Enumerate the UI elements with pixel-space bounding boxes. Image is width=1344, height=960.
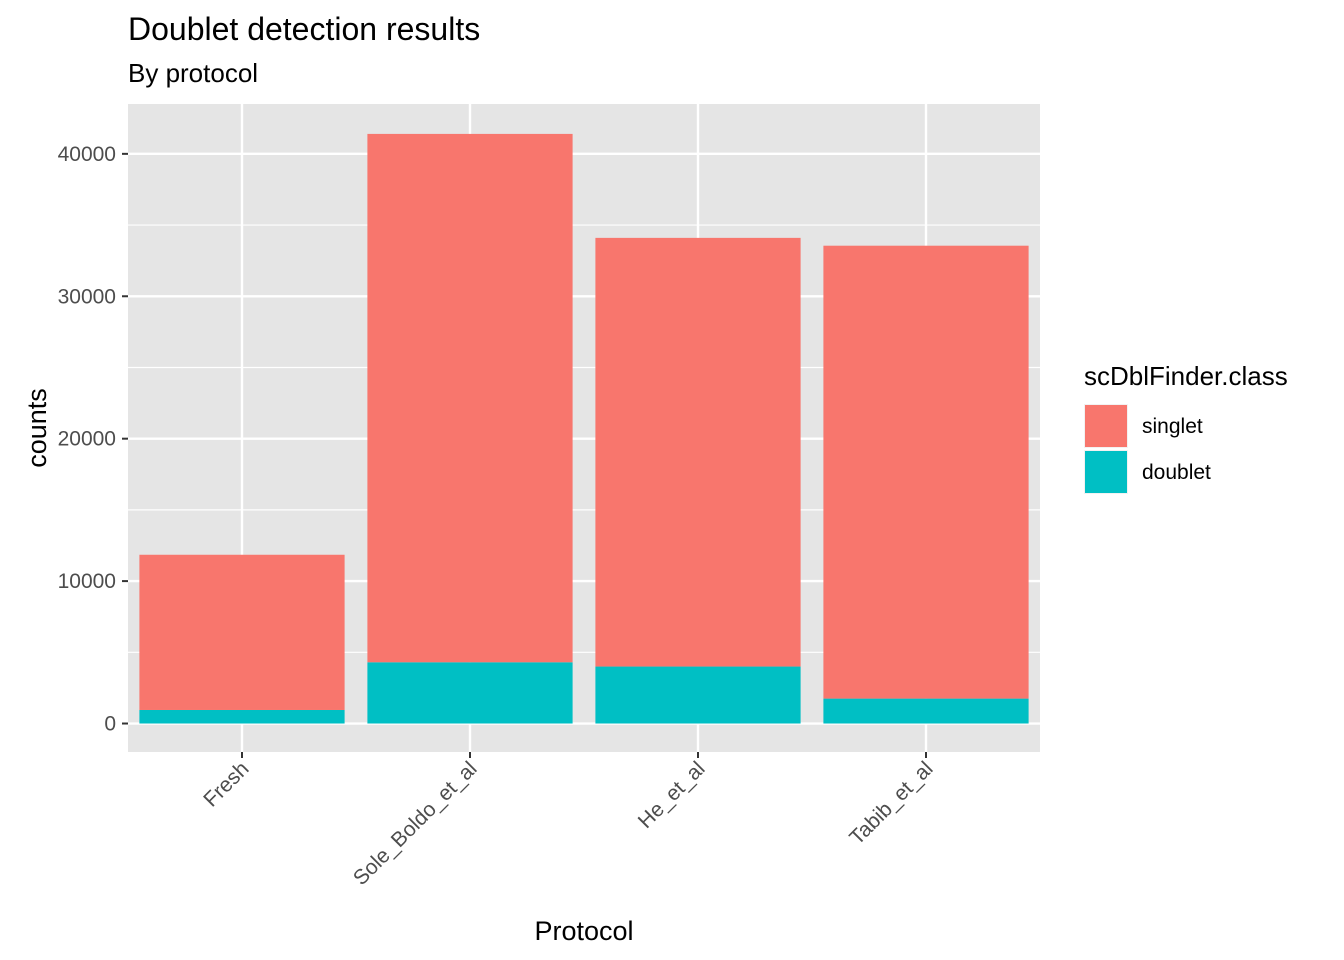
chart-title: Doublet detection results xyxy=(128,11,480,47)
bar-singlet xyxy=(139,554,345,710)
y-axis-title: counts xyxy=(22,388,52,468)
x-tick-label: Sole_Boldo_et_al xyxy=(349,757,482,890)
bar-singlet xyxy=(367,133,573,663)
x-tick-label: He_et_al xyxy=(634,757,710,833)
bar-doublet xyxy=(595,666,801,724)
bar-doublet xyxy=(823,698,1029,724)
legend-label-singlet: singlet xyxy=(1142,415,1203,438)
y-tick-label: 20000 xyxy=(58,428,116,451)
legend-title: scDblFinder.class xyxy=(1084,361,1288,391)
bar-singlet xyxy=(595,237,801,667)
legend-label-doublet: doublet xyxy=(1142,461,1211,484)
bar-doublet xyxy=(139,709,345,724)
x-axis-title: Protocol xyxy=(534,916,633,946)
y-axis: 0 10000 20000 30000 40000 xyxy=(58,143,128,736)
x-axis: Fresh Sole_Boldo_et_al He_et_al Tabib_et_al xyxy=(199,752,938,890)
legend-key-doublet xyxy=(1085,451,1127,493)
y-tick-label: 40000 xyxy=(58,143,116,166)
bar-singlet xyxy=(823,245,1029,699)
chart-subtitle: By protocol xyxy=(128,58,258,88)
legend: scDblFinder.class singlet doublet xyxy=(1084,361,1288,494)
y-tick-label: 10000 xyxy=(58,570,116,593)
bar-doublet xyxy=(367,662,573,724)
y-tick-label: 0 xyxy=(104,713,116,736)
legend-key-singlet xyxy=(1085,405,1127,447)
x-tick-label: Tabib_et_al xyxy=(845,757,937,849)
y-tick-label: 30000 xyxy=(58,285,116,308)
legend-items: singlet doublet xyxy=(1084,404,1211,494)
bars xyxy=(139,133,1029,724)
x-tick-label: Fresh xyxy=(199,757,253,811)
